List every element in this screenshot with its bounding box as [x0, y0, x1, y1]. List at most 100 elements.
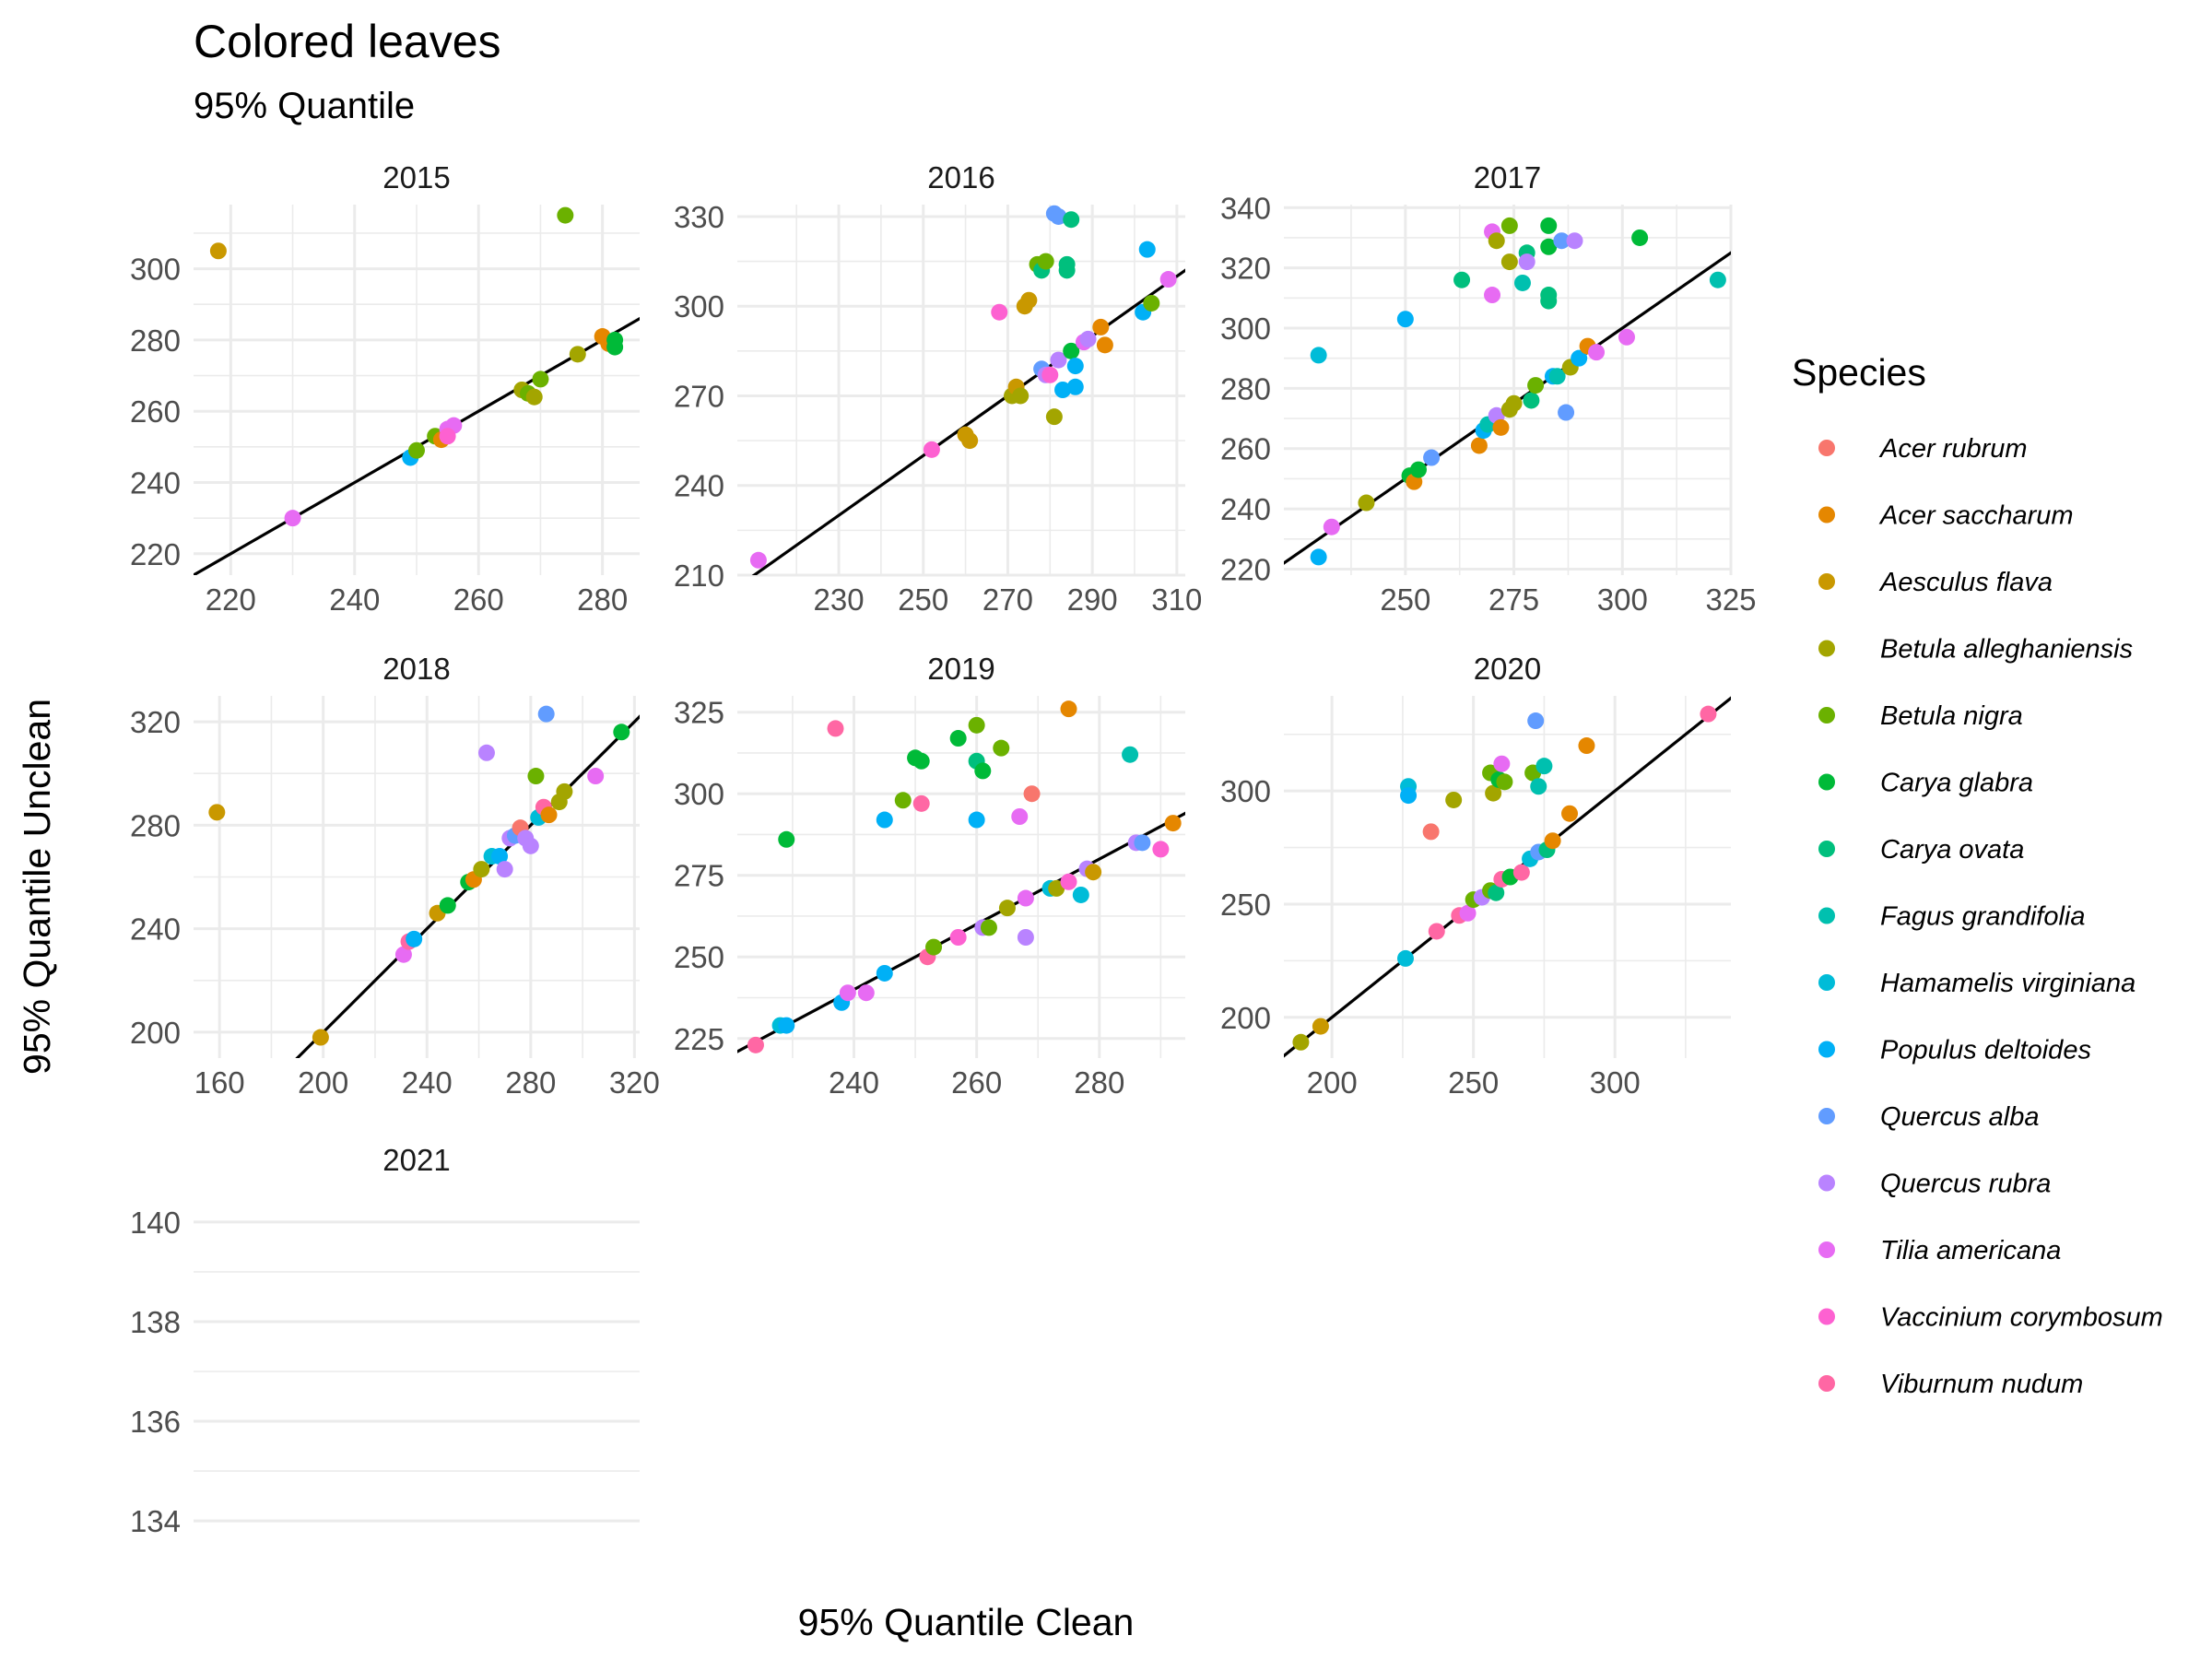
- data-point: [408, 441, 425, 459]
- data-point: [1011, 808, 1029, 825]
- legend-key: [1818, 1308, 1835, 1325]
- data-point: [912, 794, 930, 812]
- data-point: [974, 762, 992, 780]
- legend-item: Acer rubrum: [1818, 434, 2028, 464]
- data-point: [1571, 349, 1588, 367]
- data-point: [1588, 344, 1606, 361]
- y-tick-label: 200: [1220, 1001, 1271, 1035]
- legend-key: [1818, 573, 1835, 590]
- data-point: [1045, 408, 1063, 426]
- data-point: [1505, 394, 1523, 412]
- facet-panel-2016: 230 250 270 290 310 210 240 270 300 330 2016: [674, 160, 1202, 617]
- legend-key: [1818, 1174, 1835, 1192]
- data-point: [1066, 378, 1084, 395]
- y-tick-label: 240: [130, 912, 181, 947]
- legend-label: Carya ovata: [1880, 835, 2024, 865]
- data-point: [1050, 351, 1067, 369]
- data-point: [980, 919, 997, 936]
- data-point: [1054, 382, 1072, 398]
- data-point: [1709, 271, 1726, 288]
- x-tick-label: 325: [1705, 582, 1756, 617]
- legend-label: Quercus alba: [1880, 1102, 2040, 1132]
- y-tick-label: 225: [674, 1022, 724, 1056]
- data-point: [894, 792, 912, 809]
- legend-label: Viburnum nudum: [1880, 1370, 2083, 1399]
- data-point: [557, 206, 574, 224]
- data-point: [1578, 737, 1595, 755]
- legend-item: Populus deltoides: [1818, 1036, 2091, 1065]
- data-point: [961, 432, 979, 450]
- data-point: [1618, 328, 1635, 346]
- data-point: [1050, 207, 1067, 225]
- data-point: [1512, 864, 1530, 881]
- data-point: [439, 897, 456, 914]
- data-point: [839, 984, 856, 1002]
- legend-item: Quercus rubra: [1818, 1170, 2051, 1199]
- data-point: [1066, 358, 1084, 375]
- x-tick-label: 250: [1448, 1065, 1499, 1100]
- x-tick-label: 260: [453, 582, 504, 617]
- y-tick-label: 300: [674, 289, 724, 324]
- data-point: [1409, 461, 1427, 478]
- data-point: [1358, 494, 1375, 512]
- data-point: [394, 946, 412, 963]
- data-point: [925, 938, 943, 956]
- x-tick-label: 270: [982, 582, 1033, 617]
- data-point: [1535, 758, 1553, 775]
- data-point: [1122, 746, 1139, 763]
- facet-strip-label: 2021: [382, 1143, 450, 1177]
- y-tick-label: 300: [1220, 312, 1271, 346]
- legend-item: Betula nigra: [1818, 701, 2023, 731]
- legend-label: Betula alleghaniensis: [1880, 635, 2133, 665]
- legend-item: Viburnum nudum: [1818, 1370, 2083, 1399]
- data-point: [1292, 1033, 1310, 1051]
- x-tick-label: 200: [298, 1065, 348, 1100]
- data-point: [1527, 377, 1545, 394]
- data-point: [1513, 274, 1531, 291]
- legend-item: Hamamelis virginiana: [1818, 969, 2136, 998]
- legend-item: Fagus grandifolia: [1818, 902, 2085, 932]
- data-point: [1540, 217, 1558, 234]
- data-point: [569, 346, 586, 363]
- legend-key: [1818, 640, 1835, 657]
- data-point: [1484, 287, 1501, 304]
- legend-label: Carya glabra: [1880, 769, 2033, 798]
- x-tick-label: 200: [1307, 1065, 1358, 1100]
- y-axis-title: 95% Quantile Unclean: [16, 699, 58, 1075]
- data-point: [1023, 785, 1041, 803]
- y-tick-label: 300: [1220, 774, 1271, 808]
- data-point: [1428, 923, 1445, 940]
- data-point: [208, 804, 226, 821]
- data-point: [1310, 548, 1327, 566]
- data-point: [477, 744, 495, 761]
- data-point: [1063, 342, 1080, 359]
- facet-panel-2018: 160 200 240 280 320 200 240 280 320 2018: [130, 652, 660, 1100]
- x-tick-label: 250: [898, 582, 948, 617]
- legend-label: Tilia americana: [1880, 1236, 2061, 1265]
- data-point: [1310, 347, 1327, 364]
- data-point: [537, 705, 555, 723]
- legend-label: Acer saccharum: [1878, 501, 2074, 531]
- data-point: [1527, 712, 1545, 730]
- legend-key: [1818, 974, 1835, 991]
- chart-title: Colored leaves: [194, 16, 501, 67]
- data-point: [1493, 755, 1511, 772]
- data-point: [525, 388, 543, 406]
- data-point: [749, 551, 767, 569]
- data-point: [540, 806, 558, 824]
- x-tick-label: 220: [206, 582, 256, 617]
- data-point: [284, 510, 301, 527]
- legend-label: Betula nigra: [1880, 701, 2023, 731]
- reference-line: [751, 268, 1185, 575]
- y-tick-label: 260: [1220, 432, 1271, 466]
- y-tick-label: 220: [130, 537, 181, 571]
- data-point: [827, 720, 844, 737]
- data-point: [1459, 904, 1477, 922]
- data-point: [1485, 784, 1502, 802]
- legend-key: [1818, 1108, 1835, 1124]
- legend-item: Acer saccharum: [1818, 501, 2074, 531]
- legend-label: Acer rubrum: [1878, 434, 2028, 464]
- data-point: [1453, 271, 1471, 288]
- data-point: [1540, 238, 1558, 255]
